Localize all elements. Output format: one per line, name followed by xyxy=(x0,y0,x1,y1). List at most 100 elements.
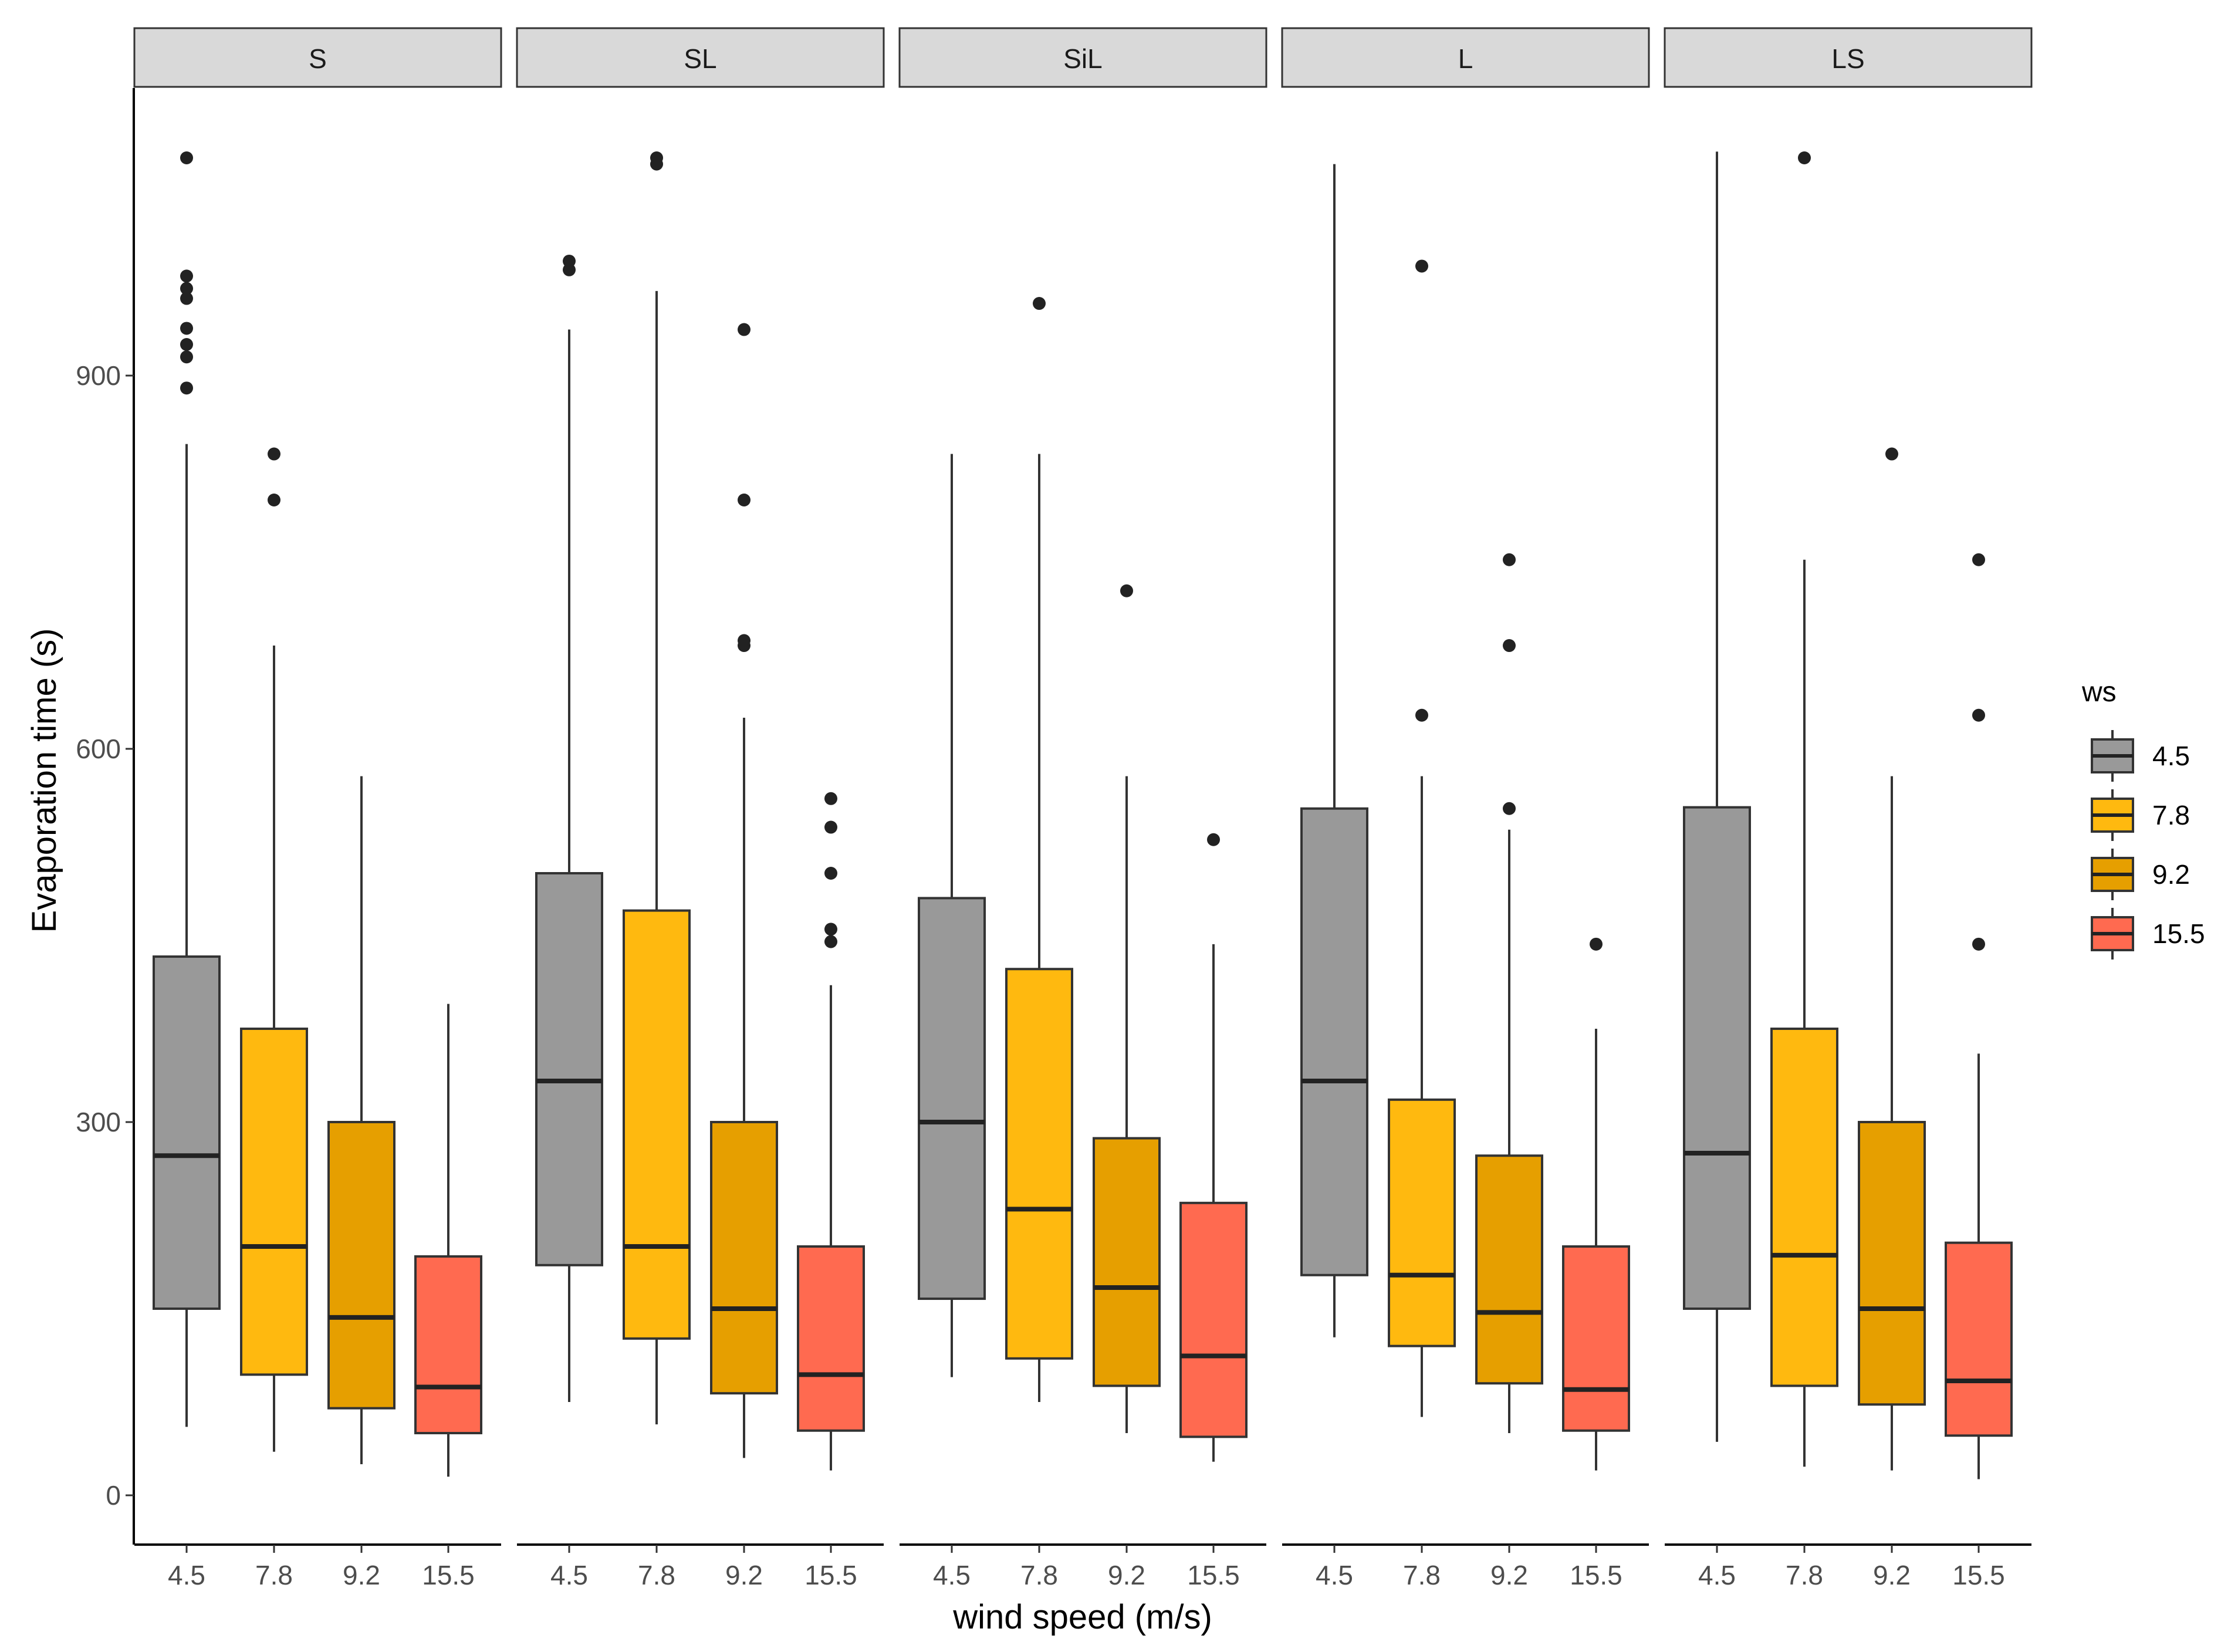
outlier-point xyxy=(738,323,751,336)
box-iqr xyxy=(240,1028,308,1376)
facet-strip-label: L xyxy=(1458,43,1473,74)
outlier-point xyxy=(1120,584,1133,597)
legend-label: 4.5 xyxy=(2152,741,2190,771)
y-tick-label: 900 xyxy=(76,360,121,391)
box-L-15.5 xyxy=(1562,937,1630,1471)
facet-strip xyxy=(133,27,502,88)
x-tick-label: 7.8 xyxy=(638,1560,675,1590)
outlier-point xyxy=(1207,833,1220,846)
outlier-point xyxy=(180,269,193,283)
facet-strip-label: LS xyxy=(1831,43,1864,74)
legend-label: 15.5 xyxy=(2152,918,2205,949)
x-tick-label: 15.5 xyxy=(804,1560,857,1590)
box-iqr xyxy=(535,872,603,1266)
x-tick-label: 15.5 xyxy=(1952,1560,2005,1590)
box-iqr xyxy=(1683,806,1751,1310)
x-tick-label: 4.5 xyxy=(550,1560,588,1590)
x-tick-label: 4.5 xyxy=(1698,1560,1736,1590)
box-iqr xyxy=(918,897,986,1300)
x-tick-label: 9.2 xyxy=(1108,1560,1145,1590)
legend-item-15.5: 15.5 xyxy=(2091,908,2205,960)
outlier-point xyxy=(1503,553,1516,566)
facet-panels: S 4.5 7.8 9.2 15.5 SL 4.5 7.8 9.2 15.5 SiL 4.5 7.8 9.… xyxy=(133,27,2033,1590)
y-axis-title: Evaporation time (s) xyxy=(25,629,63,933)
outlier-point xyxy=(824,935,837,948)
box-iqr xyxy=(1858,1121,1926,1406)
legend: ws 4.5 7.8 9.2 15.5 xyxy=(2081,677,2205,960)
outlier-point xyxy=(1972,937,1985,951)
box-L-4.5 xyxy=(1300,164,1368,1337)
outlier-point xyxy=(180,381,193,395)
outlier-point xyxy=(1415,259,1428,273)
legend-item-9.2: 9.2 xyxy=(2091,849,2190,900)
facet-panel-SL: SL 4.5 7.8 9.2 15.5 xyxy=(516,27,885,1590)
x-tick-label: 9.2 xyxy=(725,1560,763,1590)
box-iqr xyxy=(327,1121,395,1410)
box-iqr xyxy=(623,909,691,1340)
box-L-7.8 xyxy=(1388,259,1456,1417)
box-iqr xyxy=(153,955,221,1310)
outlier-point xyxy=(180,151,193,164)
box-LS-15.5 xyxy=(1945,553,2013,1479)
x-tick-label: 4.5 xyxy=(168,1560,205,1590)
outlier-point xyxy=(180,282,193,295)
y-tick-label: 600 xyxy=(76,734,121,764)
x-tick-label: 7.8 xyxy=(1403,1560,1441,1590)
box-SL-7.8 xyxy=(623,151,691,1425)
x-tick-label: 9.2 xyxy=(1873,1560,1911,1590)
x-tick-label: 9.2 xyxy=(343,1560,380,1590)
outlier-point xyxy=(180,350,193,364)
box-iqr xyxy=(1475,1154,1543,1385)
facet-strip xyxy=(1664,27,2033,88)
legend-label: 9.2 xyxy=(2152,859,2190,890)
x-tick-label: 4.5 xyxy=(1316,1560,1353,1590)
outlier-point xyxy=(1503,802,1516,815)
box-SL-9.2 xyxy=(710,323,778,1458)
legend-item-7.8: 7.8 xyxy=(2091,789,2190,841)
x-tick-label: 15.5 xyxy=(1570,1560,1622,1590)
box-iqr xyxy=(1005,968,1073,1360)
outlier-point xyxy=(1590,937,1603,951)
facet-strip xyxy=(898,27,1267,88)
facet-panel-L: L 4.5 7.8 9.2 15.5 xyxy=(1281,27,1650,1590)
box-iqr xyxy=(1093,1137,1161,1387)
facet-panel-LS: LS 4.5 7.8 9.2 15.5 xyxy=(1664,27,2033,1590)
outlier-point xyxy=(268,447,280,461)
y-tick-label: 0 xyxy=(106,1480,121,1511)
x-tick-label: 15.5 xyxy=(1187,1560,1240,1590)
outlier-point xyxy=(268,494,280,506)
outlier-point xyxy=(1972,553,1985,566)
outlier-point xyxy=(824,820,837,834)
box-S-4.5 xyxy=(153,151,221,1427)
box-LS-4.5 xyxy=(1683,151,1751,1442)
outlier-point xyxy=(1798,151,1811,164)
box-S-7.8 xyxy=(240,447,308,1452)
x-tick-label: 4.5 xyxy=(933,1560,971,1590)
box-S-9.2 xyxy=(327,776,395,1464)
outlier-point xyxy=(180,322,193,335)
facet-panel-SiL: SiL 4.5 7.8 9.2 15.5 xyxy=(898,27,1267,1590)
x-tick-label: 7.8 xyxy=(1020,1560,1058,1590)
box-iqr xyxy=(1300,807,1368,1276)
outlier-point xyxy=(1503,639,1516,653)
legend-label: 7.8 xyxy=(2152,800,2190,830)
facet-strip xyxy=(1281,27,1650,88)
legend-item-4.5: 4.5 xyxy=(2091,730,2190,782)
box-LS-7.8 xyxy=(1770,151,1838,1467)
box-iqr xyxy=(1945,1241,2013,1437)
legend-title: ws xyxy=(2081,677,2117,708)
outlier-point xyxy=(738,494,751,506)
outlier-point xyxy=(650,151,663,164)
facet-strip-label: SL xyxy=(684,43,716,74)
facet-strip-label: S xyxy=(309,43,327,74)
outlier-point xyxy=(738,634,751,647)
outlier-point xyxy=(1415,708,1428,722)
x-tick-label: 9.2 xyxy=(1490,1560,1528,1590)
box-iqr xyxy=(1179,1201,1248,1438)
x-tick-label: 15.5 xyxy=(422,1560,475,1590)
outlier-point xyxy=(824,792,837,805)
box-SiL-15.5 xyxy=(1179,833,1248,1462)
x-axis-title: wind speed (m/s) xyxy=(952,1598,1212,1636)
facet-strip-label: SiL xyxy=(1063,43,1102,74)
box-iqr xyxy=(797,1245,865,1432)
